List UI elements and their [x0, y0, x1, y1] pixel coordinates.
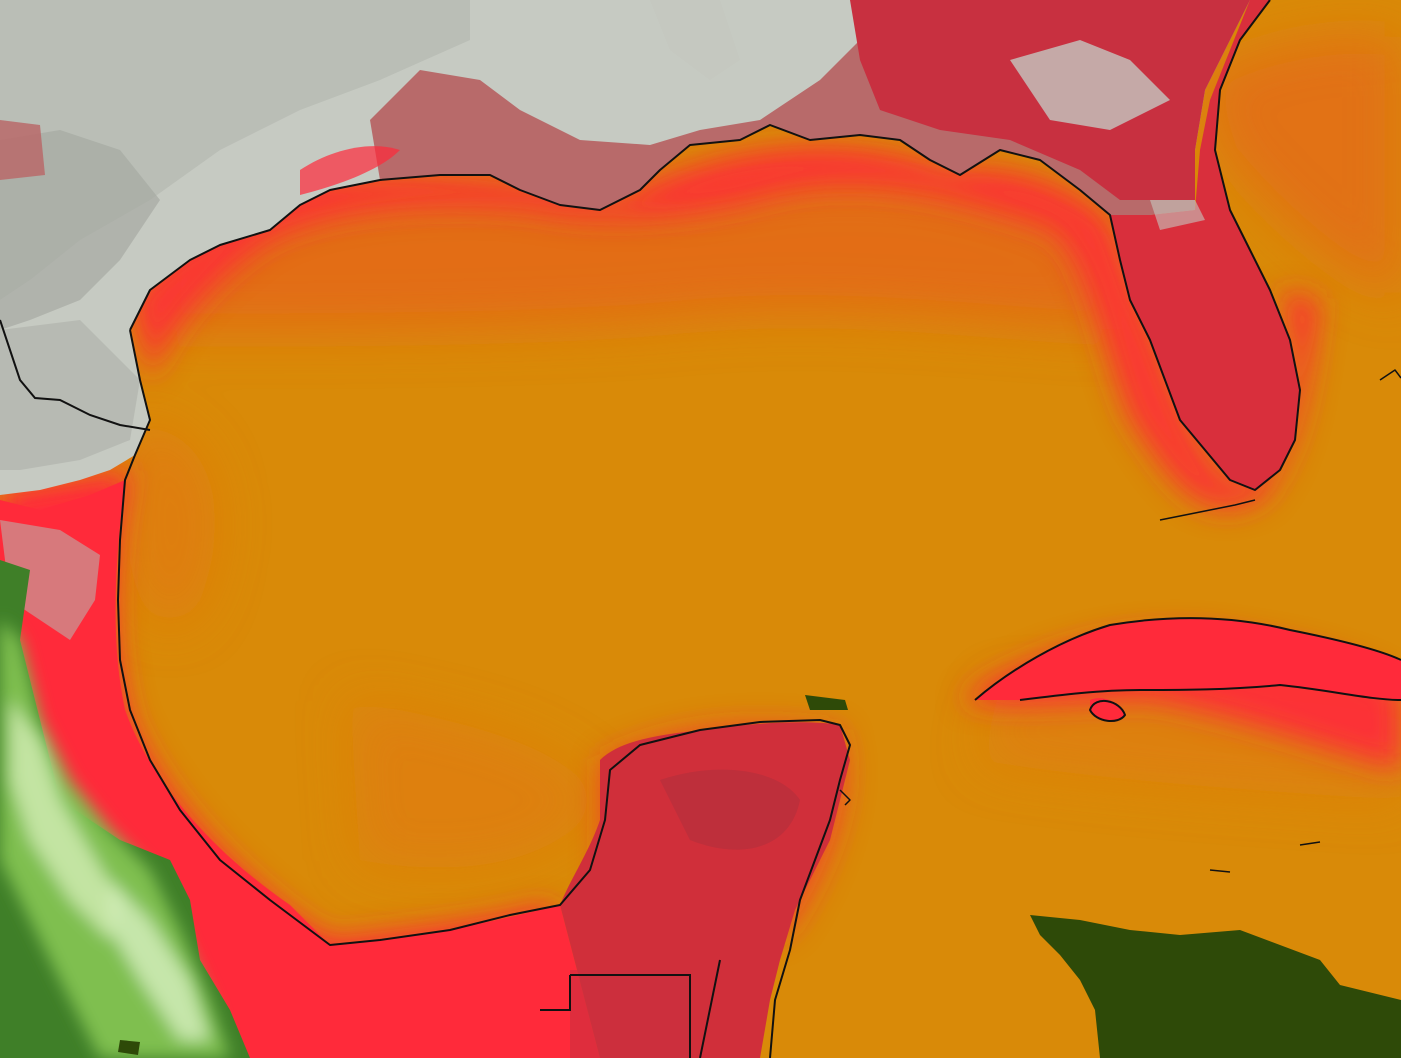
cayman-outline [1209, 869, 1231, 873]
us-mexico-border [0, 319, 151, 431]
cayman-brac-outline [1299, 841, 1321, 846]
land-mexico-west [0, 480, 600, 1058]
coastlines [117, 0, 1401, 1058]
desert-gray-patch [0, 520, 100, 640]
florida-keys [1159, 499, 1256, 521]
cozumel-outline [839, 789, 851, 806]
land-florida [1110, 0, 1300, 490]
bahamas-outline [1379, 369, 1401, 381]
us-gulf-coastline [129, 0, 1301, 491]
guatemala-border-west [540, 975, 571, 1011]
belize-border [699, 959, 721, 1058]
land-united-states [0, 0, 1250, 495]
no-data-regions [118, 695, 1401, 1058]
cuba-north-coastline [974, 617, 1401, 701]
political-boundaries [0, 319, 721, 1058]
cuba-south-coastline [1019, 684, 1401, 701]
guatemala-border [570, 974, 691, 1058]
isla-juventud [1089, 700, 1126, 722]
mexico-gulf-coastline [117, 329, 851, 1058]
